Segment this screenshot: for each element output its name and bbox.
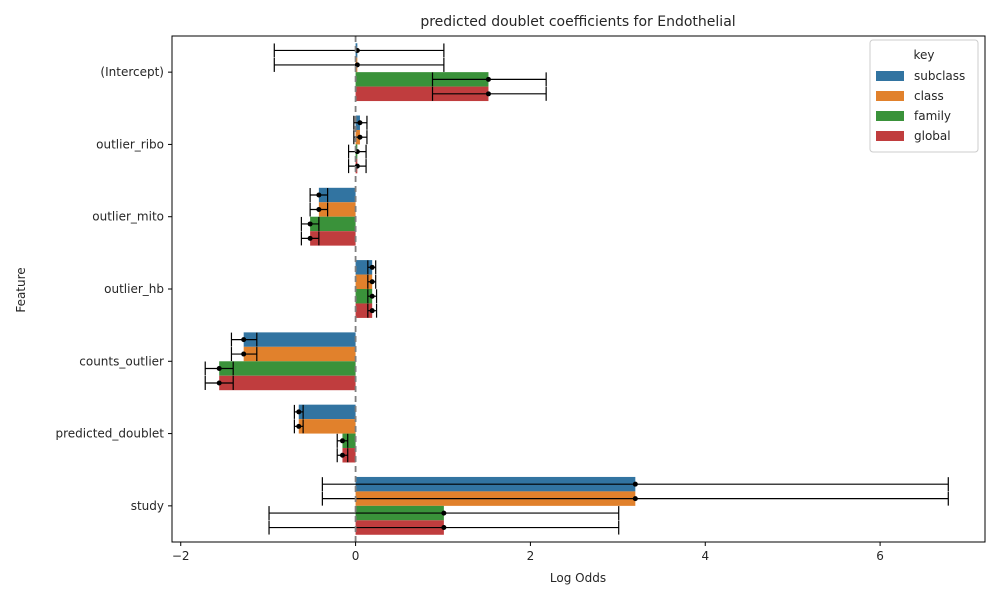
x-tick-label-3: 4 bbox=[701, 549, 709, 563]
legend-swatch-family bbox=[876, 111, 904, 121]
point-class-2 bbox=[316, 206, 322, 212]
point-subclass-5 bbox=[296, 409, 302, 415]
x-tick-label-4: 6 bbox=[876, 549, 884, 563]
bar-family-0 bbox=[355, 72, 489, 87]
point-class-3 bbox=[369, 279, 375, 285]
plot-frame bbox=[171, 35, 986, 543]
bar-family-5 bbox=[342, 433, 356, 449]
point-family-2 bbox=[307, 221, 313, 227]
bar-family-2 bbox=[310, 216, 356, 232]
point-class-4 bbox=[241, 351, 247, 357]
legend-swatch-class bbox=[876, 91, 904, 101]
plot-area: −2 0 2 4 6 (Intercept) outlier_ribo outlier_mit… bbox=[55, 35, 986, 563]
legend-frame bbox=[869, 39, 979, 153]
x-tick-label-2: 2 bbox=[527, 549, 535, 563]
y-tick-label-3: outlier_hb bbox=[104, 282, 164, 296]
legend-title: key bbox=[913, 48, 934, 62]
point-family-6 bbox=[441, 510, 447, 516]
x-axis-label: Log Odds bbox=[550, 571, 606, 585]
x-tick-label-0: −2 bbox=[172, 549, 190, 563]
y-tick-label-0: (Intercept) bbox=[100, 65, 164, 79]
point-family-0 bbox=[485, 76, 491, 82]
point-global-2 bbox=[307, 235, 313, 241]
y-tick-label-6: study bbox=[131, 499, 164, 513]
bar-global-0 bbox=[355, 86, 489, 102]
y-tick-label-5: predicted_doublet bbox=[55, 427, 164, 441]
bar-global-5 bbox=[342, 448, 356, 463]
legend-label-global: global bbox=[914, 129, 951, 143]
legend-label-class: class bbox=[914, 89, 944, 103]
bar-family-4 bbox=[219, 361, 356, 376]
point-global-3 bbox=[369, 308, 375, 314]
legend: key subclass class family global bbox=[869, 39, 979, 153]
bar-global-2 bbox=[310, 231, 356, 246]
point-family-5 bbox=[339, 438, 345, 444]
y-tick-label-2: outlier_mito bbox=[92, 210, 164, 224]
chart-title: predicted doublet coefficients for Endot… bbox=[420, 14, 735, 30]
point-family-4 bbox=[216, 366, 222, 372]
bar-class-5 bbox=[298, 419, 356, 434]
legend-swatch-global bbox=[876, 131, 904, 141]
y-tick-label-1: outlier_ribo bbox=[96, 137, 164, 151]
point-global-0 bbox=[485, 91, 491, 97]
y-tick-label-4: counts_outlier bbox=[79, 354, 164, 368]
point-global-6 bbox=[441, 525, 447, 531]
bar-class-4 bbox=[243, 346, 356, 362]
point-subclass-6 bbox=[632, 481, 638, 487]
point-subclass-3 bbox=[369, 264, 375, 270]
point-class-1 bbox=[357, 134, 363, 140]
point-global-5 bbox=[339, 452, 345, 458]
bar-global-4 bbox=[219, 375, 356, 391]
point-subclass-2 bbox=[316, 192, 322, 198]
bar-subclass-5 bbox=[298, 404, 356, 420]
bar-subclass-4 bbox=[243, 332, 356, 347]
point-class-6 bbox=[632, 496, 638, 502]
legend-label-subclass: subclass bbox=[914, 69, 965, 83]
y-axis-label: Feature bbox=[14, 267, 28, 312]
point-subclass-4 bbox=[241, 337, 247, 343]
point-class-5 bbox=[296, 423, 302, 429]
point-global-4 bbox=[216, 380, 222, 386]
legend-swatch-subclass bbox=[876, 71, 904, 81]
point-subclass-1 bbox=[357, 120, 363, 126]
point-family-3 bbox=[369, 293, 375, 299]
x-tick-label-1: 0 bbox=[352, 549, 360, 563]
legend-label-family: family bbox=[914, 109, 951, 123]
